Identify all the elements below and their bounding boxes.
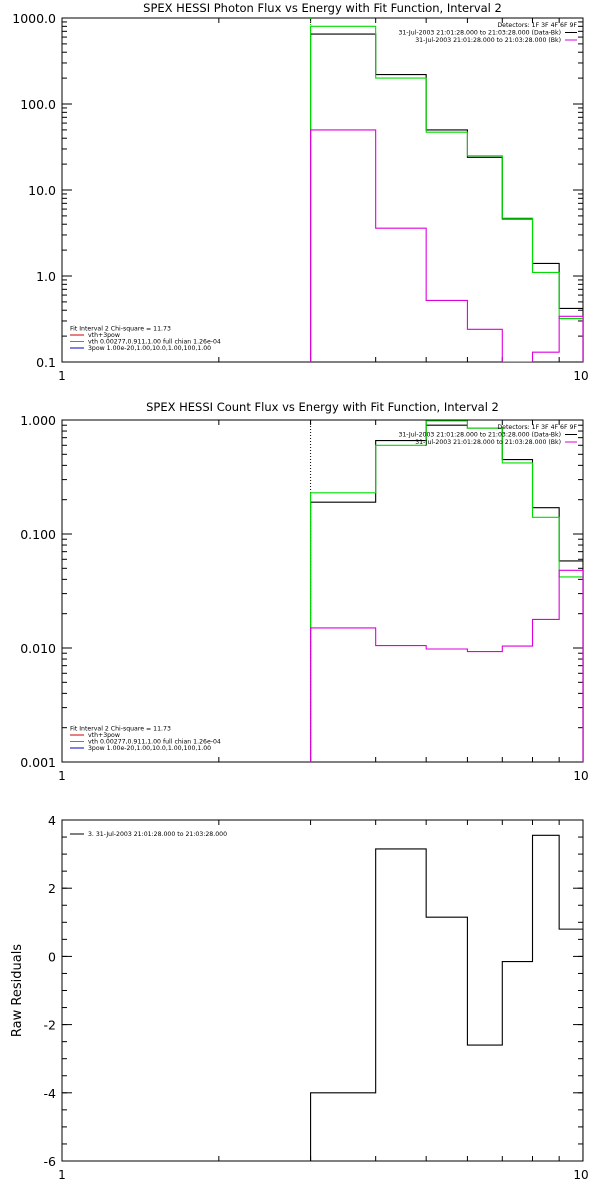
y-tick-label: 100.0 — [20, 97, 56, 112]
legend-text: 31-Jul-2003 21:01:28.000 to 21:03:28.000… — [398, 432, 561, 439]
legend-text: vth+3pow — [88, 732, 120, 739]
y-tick-label: 0 — [48, 949, 56, 964]
data-area — [310, 834, 583, 1161]
panel-3: Raw Residuals 1 10 -6 -4 -2 0 2 4 3. 31-Jul-2003 … — [10, 813, 589, 1182]
x-ticks: 1 10 — [58, 820, 589, 1182]
legend-text: 3pow 1.00e-20,1.00,10.0,1.00,100,1.00 — [88, 345, 211, 352]
y-tick-label: 0.100 — [20, 527, 56, 542]
series-2-line — [310, 420, 583, 762]
legend-text: 31-Jul-2003 21:01:28.000 to 21:03:28.000… — [398, 30, 561, 37]
legend-text: vth+3pow — [88, 332, 120, 339]
y-ticks: -6 -4 -2 0 2 4 — [44, 813, 583, 1169]
series-1-line — [310, 834, 583, 1161]
y-tick-label: -6 — [44, 1154, 57, 1169]
panel-2: SPEX HESSI Count Flux vs Energy with Fit… — [20, 400, 588, 783]
legend-text: 3pow 1.00e-20,1.00,10.0,1.00,100,1.00 — [88, 745, 211, 752]
chart-title: SPEX HESSI Count Flux vs Energy with Fit… — [146, 400, 499, 414]
y-tick-label: -2 — [44, 1018, 56, 1033]
series-3-line — [310, 129, 583, 362]
x-ticks: 1 10 — [58, 420, 589, 783]
y-tick-label: 1.0 — [36, 269, 56, 284]
legend-text: 31-Jul-2003 21:01:28.000 to 21:03:28.000… — [415, 439, 561, 446]
series-3-line — [310, 569, 583, 762]
y-axis-label: Raw Residuals — [10, 944, 25, 1037]
chart-title: SPEX HESSI Photon Flux vs Energy with Fi… — [143, 1, 502, 15]
y-tick-label: 10.0 — [28, 183, 56, 198]
y-ticks: 0.001 0.010 0.100 1.000 — [20, 413, 583, 770]
legend-text: Detectors: 1F 3F 4F 6F 9F — [497, 22, 577, 29]
data-area — [310, 18, 583, 362]
legend-left: Fit Interval 2 Chi-square = 11.73vth+3po… — [70, 326, 221, 352]
x-tick-label: 1 — [58, 1168, 66, 1182]
y-ticks: 0.1 1.0 10.0 100.0 1000.0 — [12, 11, 583, 370]
series-1-line — [310, 424, 583, 762]
legend-left: Fit Interval 2 Chi-square = 11.73vth+3po… — [70, 726, 221, 752]
y-tick-label: 0.1 — [36, 355, 56, 370]
legend-text: vth 0.00277,0.911,1.00 full chian 1.26e-… — [88, 739, 221, 746]
series-1-line — [310, 33, 583, 362]
series-2-line — [310, 25, 583, 362]
x-tick-label: 10 — [573, 1168, 588, 1182]
y-tick-label: -4 — [44, 1086, 57, 1101]
y-tick-label: 2 — [48, 881, 56, 896]
legend-text: Detectors: 1F 3F 4F 6F 9F — [497, 424, 577, 431]
legend-text: 3. 31-Jul-2003 21:01:28.000 to 21:03:28.… — [88, 831, 227, 838]
x-tick-label: 10 — [573, 769, 588, 783]
x-tick-label: 10 — [573, 369, 588, 383]
x-tick-label: 1 — [58, 769, 66, 783]
y-tick-label: 0.001 — [20, 755, 56, 770]
x-tick-label: 1 — [58, 369, 66, 383]
y-tick-label: 1.000 — [20, 413, 56, 428]
y-tick-label: 1000.0 — [12, 11, 56, 26]
y-tick-label: 0.010 — [20, 641, 56, 656]
legend-text: vth 0.00277,0.911,1.00 full chian 1.26e-… — [88, 339, 221, 346]
plot-frame — [61, 17, 584, 363]
panel-1: SPEX HESSI Photon Flux vs Energy with Fi… — [12, 1, 588, 383]
legend-left: 3. 31-Jul-2003 21:01:28.000 to 21:03:28.… — [70, 831, 227, 838]
legend-text: Fit Interval 2 Chi-square = 11.73 — [70, 326, 171, 333]
y-tick-label: 4 — [48, 813, 56, 828]
legend-text: 31-Jul-2003 21:01:28.000 to 21:03:28.000… — [415, 37, 561, 44]
plot-frame — [61, 419, 584, 763]
plot-frame — [61, 819, 584, 1162]
legend-text: Fit Interval 2 Chi-square = 11.73 — [70, 726, 171, 733]
data-area — [310, 420, 583, 762]
